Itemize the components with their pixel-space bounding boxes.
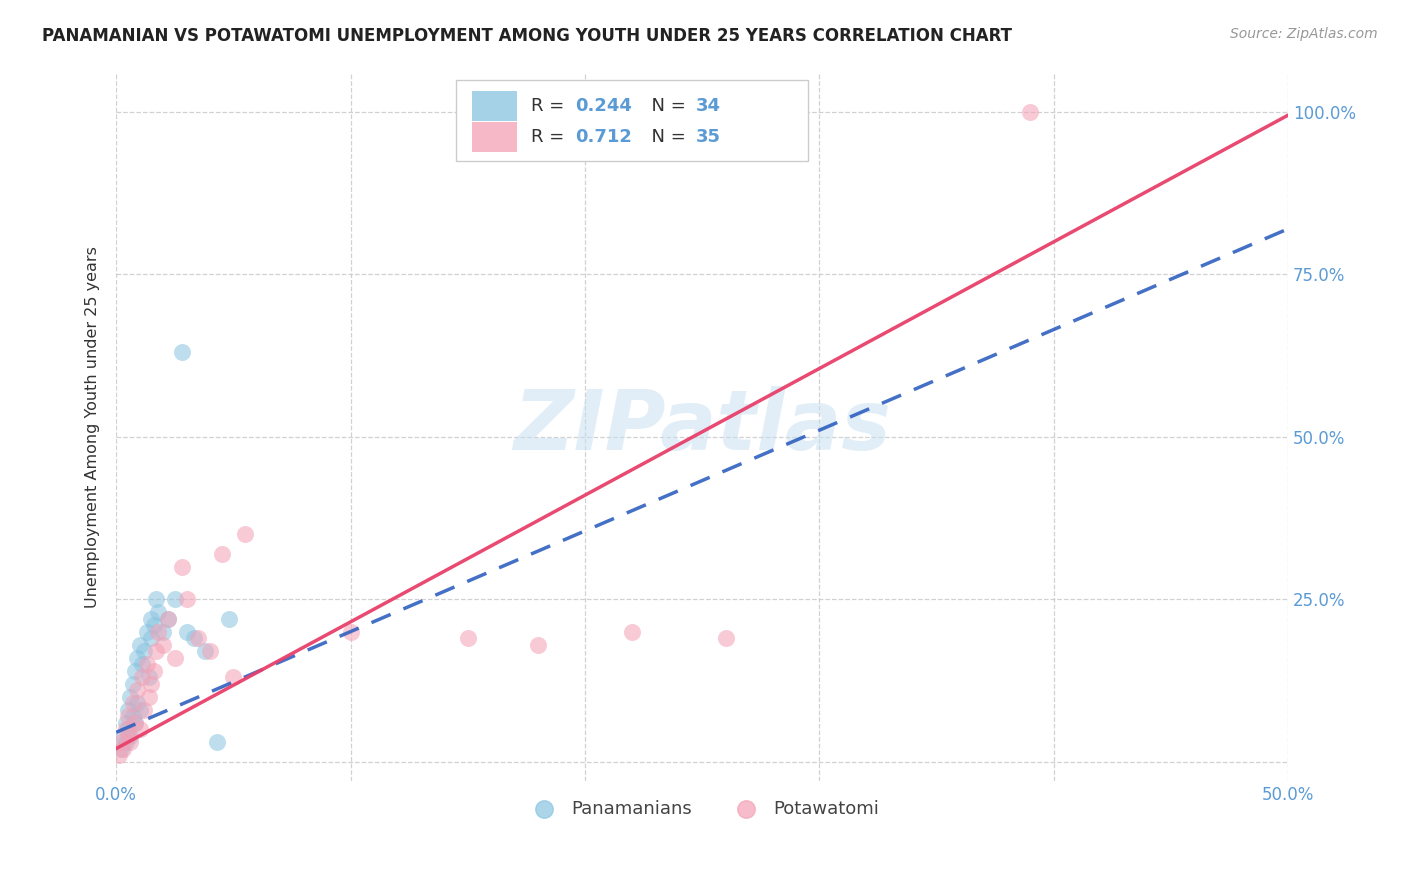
Bar <box>472 122 517 152</box>
Point <box>110 741 132 756</box>
Text: ZIPatlas: ZIPatlas <box>513 386 891 467</box>
Text: 0.712: 0.712 <box>575 128 633 146</box>
Point <box>120 729 142 743</box>
Point <box>124 664 146 678</box>
Point <box>233 527 256 541</box>
Point <box>107 747 129 762</box>
Point <box>170 345 193 359</box>
Point <box>117 702 139 716</box>
Text: N =: N = <box>640 97 692 115</box>
Point <box>205 735 228 749</box>
Point <box>117 722 139 736</box>
Point <box>152 624 174 639</box>
Point <box>121 709 143 723</box>
Point <box>110 735 132 749</box>
Point <box>128 702 150 716</box>
Point <box>145 644 167 658</box>
Point <box>135 624 157 639</box>
Point <box>112 729 135 743</box>
Point <box>457 631 479 645</box>
Point <box>138 690 160 704</box>
Point <box>148 624 170 639</box>
Point <box>127 696 149 710</box>
Point <box>176 624 198 639</box>
Bar <box>472 91 517 121</box>
Point <box>124 715 146 730</box>
Text: Source: ZipAtlas.com: Source: ZipAtlas.com <box>1230 27 1378 41</box>
Text: R =: R = <box>531 128 569 146</box>
Point <box>131 657 153 671</box>
Point <box>222 670 245 684</box>
Point <box>148 605 170 619</box>
Point <box>183 631 205 645</box>
Point <box>141 676 163 690</box>
Text: PANAMANIAN VS POTAWATOMI UNEMPLOYMENT AMONG YOUTH UNDER 25 YEARS CORRELATION CHA: PANAMANIAN VS POTAWATOMI UNEMPLOYMENT AM… <box>42 27 1012 45</box>
Point <box>114 715 136 730</box>
Point <box>127 683 149 698</box>
Point <box>114 722 136 736</box>
Point <box>128 638 150 652</box>
Point <box>1019 105 1042 120</box>
Y-axis label: Unemployment Among Youth under 25 years: Unemployment Among Youth under 25 years <box>86 246 100 608</box>
Point <box>211 547 233 561</box>
Point <box>112 741 135 756</box>
Point <box>156 612 179 626</box>
Point <box>121 676 143 690</box>
Point <box>128 722 150 736</box>
Point <box>194 644 217 658</box>
Point <box>187 631 209 645</box>
Text: 34: 34 <box>696 97 721 115</box>
Point <box>141 631 163 645</box>
Point <box>134 702 156 716</box>
Point <box>135 657 157 671</box>
Point <box>142 664 165 678</box>
Point <box>527 638 550 652</box>
Bar <box>456 80 807 161</box>
Text: N =: N = <box>640 128 692 146</box>
Point <box>117 709 139 723</box>
Point <box>145 592 167 607</box>
Point <box>124 715 146 730</box>
Point <box>114 735 136 749</box>
Point <box>121 696 143 710</box>
Point <box>170 559 193 574</box>
Point <box>142 618 165 632</box>
Point <box>117 729 139 743</box>
Text: R =: R = <box>531 97 569 115</box>
Point <box>152 638 174 652</box>
Point <box>120 690 142 704</box>
Point <box>156 612 179 626</box>
Point <box>620 624 643 639</box>
Point <box>163 592 186 607</box>
Point <box>138 670 160 684</box>
Point <box>120 735 142 749</box>
Point <box>218 612 240 626</box>
Point <box>134 644 156 658</box>
Legend: Panamanians, Potawatomi: Panamanians, Potawatomi <box>519 793 886 825</box>
Point <box>127 650 149 665</box>
Text: 35: 35 <box>696 128 721 146</box>
Text: 0.244: 0.244 <box>575 97 633 115</box>
Point <box>176 592 198 607</box>
Point <box>339 624 361 639</box>
Point <box>198 644 221 658</box>
Point <box>163 650 186 665</box>
Point <box>141 612 163 626</box>
Point <box>714 631 737 645</box>
Point <box>131 670 153 684</box>
